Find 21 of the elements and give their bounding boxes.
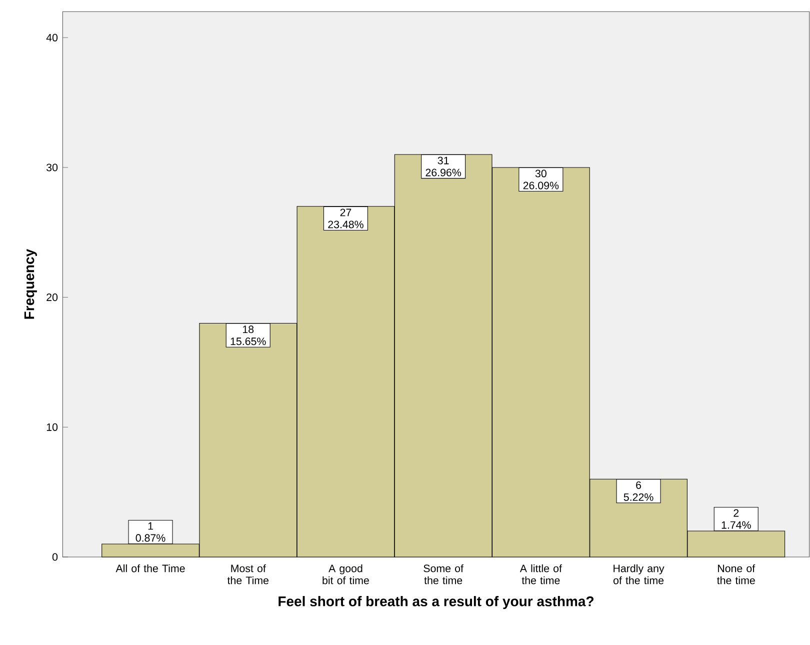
data-label: 18 15.65% xyxy=(230,326,266,346)
y-tick-label: 40 xyxy=(46,34,58,42)
x-tick-label: None of the time xyxy=(717,564,756,584)
x-axis-title: Feel short of breath as a result of your asthma? xyxy=(278,596,594,610)
data-label: 27 23.48% xyxy=(328,208,364,228)
data-label: 31 26.96% xyxy=(426,156,462,176)
x-tick-label: A little of the time xyxy=(520,564,562,584)
x-tick-label: All of the Time xyxy=(116,564,185,572)
data-label: 2 1.74% xyxy=(722,509,751,529)
y-tick-label: 10 xyxy=(46,423,58,431)
y-tick-label: 0 xyxy=(52,553,58,561)
x-tick-label: Most of the Time xyxy=(227,564,268,584)
data-label: 6 5.22% xyxy=(624,481,654,501)
x-tick-label: A good bit of time xyxy=(322,564,369,584)
data-label: 30 26.09% xyxy=(523,170,559,190)
data-label: 1 0.87% xyxy=(136,522,166,542)
x-tick-label: Hardly any of the time xyxy=(613,564,664,584)
y-axis-title: Frequency xyxy=(24,249,37,319)
x-tick-label: Some of the time xyxy=(424,564,464,584)
y-tick-label: 30 xyxy=(46,164,58,172)
y-tick-label: 20 xyxy=(46,294,58,302)
